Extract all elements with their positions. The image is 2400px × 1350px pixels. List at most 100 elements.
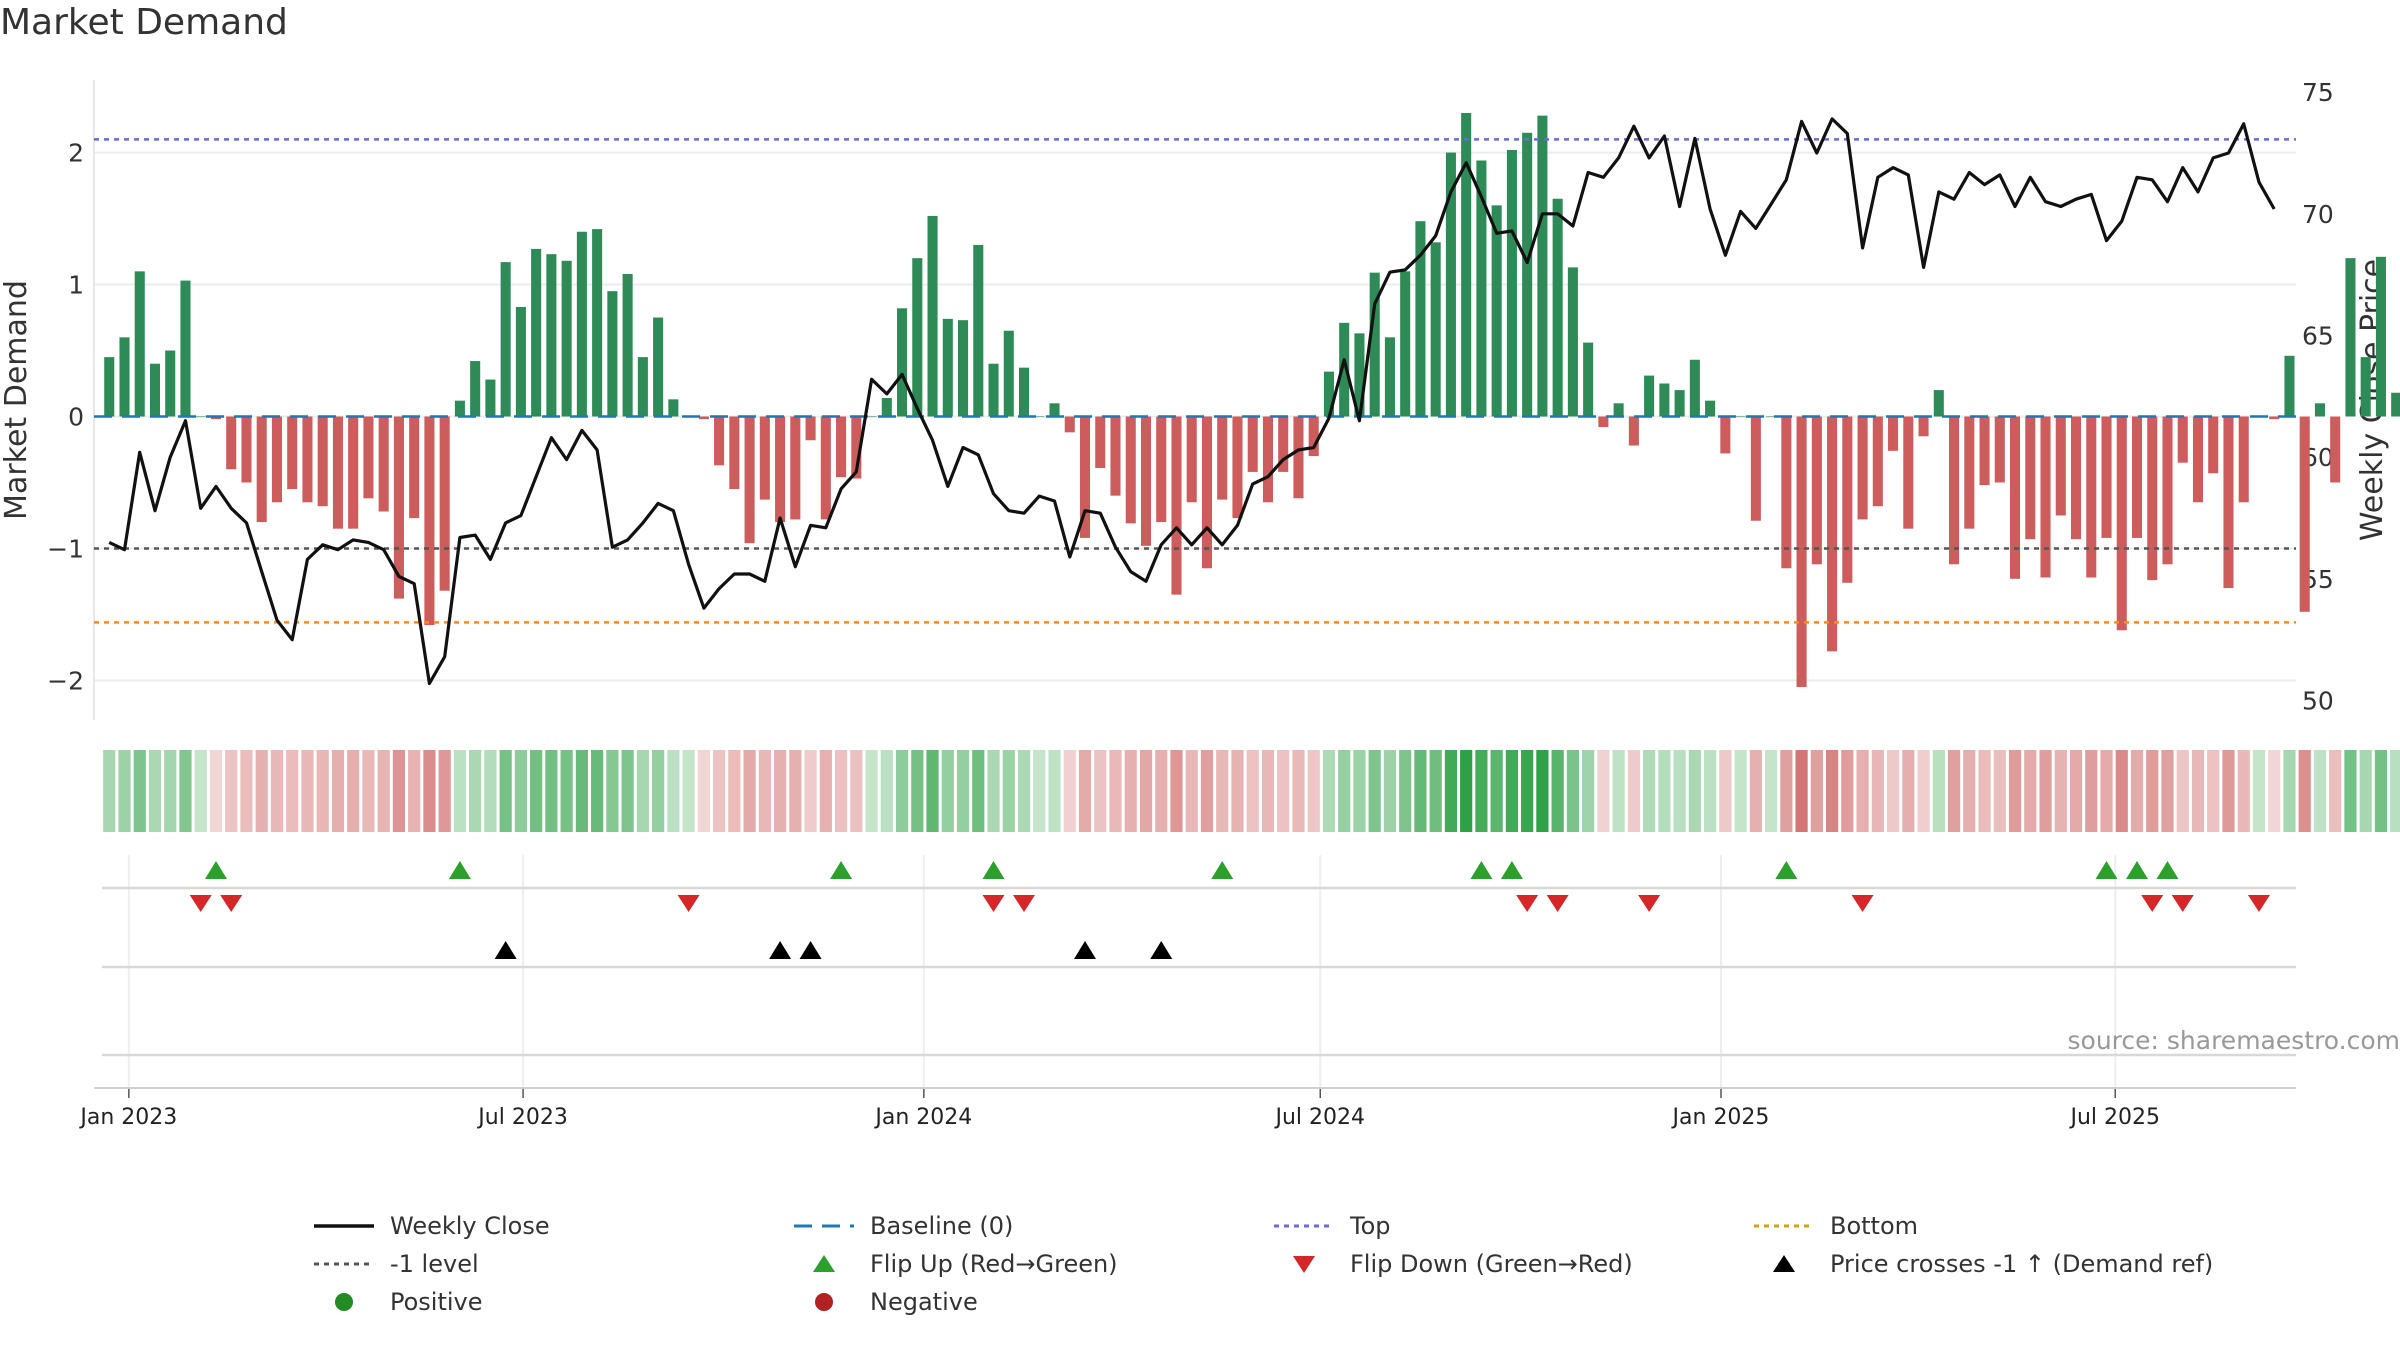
legend-dotted-icon (1754, 1224, 1814, 1228)
heat-cell-negative (1993, 750, 2006, 832)
demand-bar-negative (317, 416, 328, 507)
heat-cell-positive (1551, 750, 1564, 832)
legend-bottom: Bottom (1754, 1212, 1918, 1240)
triangle-up-icon (1773, 1255, 1795, 1272)
y-tick-label: −2 (47, 666, 84, 695)
legend-negative: Negative (794, 1288, 978, 1316)
legend-dotted-icon (314, 1262, 374, 1266)
heat-cell-negative (1307, 750, 1320, 832)
heat-cell-negative (789, 750, 802, 832)
heat-cell-positive (1932, 750, 1945, 832)
demand-bar-positive (134, 271, 145, 417)
x-tick-label: Jul 2025 (2068, 1105, 2160, 1130)
heat-cell-negative (1094, 750, 1107, 832)
demand-bar-negative (2131, 416, 2143, 538)
heat-cell-positive (1338, 750, 1351, 832)
demand-bar-negative (226, 416, 237, 470)
demand-bar-positive (119, 337, 130, 417)
demand-bar-negative (714, 416, 725, 466)
demand-bar-negative (378, 416, 389, 512)
heat-cell-negative (423, 750, 436, 832)
demand-bar-positive (622, 273, 633, 417)
heat-cell-negative (255, 750, 268, 832)
legend-baseline-label: Baseline (0) (870, 1212, 1014, 1240)
demand-bar-positive (500, 262, 511, 417)
flip-up-marker (2095, 861, 2118, 879)
demand-bar-negative (271, 416, 282, 503)
demand-bar-negative (2192, 416, 2204, 503)
demand-bar-positive (1461, 112, 1472, 417)
heat-cell-negative (240, 750, 253, 832)
demand-bar-negative (2330, 416, 2341, 483)
legend-price-cross: Price crosses -1 ↑ (Demand ref) (1754, 1250, 2213, 1278)
heat-cell-negative (1109, 750, 1122, 832)
demand-bar-positive (1583, 342, 1594, 417)
price-cross-marker (799, 941, 822, 959)
demand-bar-positive (2360, 357, 2371, 417)
demand-bar-negative (775, 416, 786, 523)
heat-cell-positive (118, 750, 131, 832)
flip-down-marker (1013, 895, 1036, 912)
x-tick-label: Jan 2024 (873, 1105, 972, 1130)
demand-bar-positive (866, 416, 877, 418)
demand-bar-positive (195, 416, 206, 418)
heat-cell-negative (270, 750, 284, 832)
demand-bar-negative (1232, 416, 1243, 519)
heat-cell-negative (1597, 750, 1610, 832)
y-axis-title: Market Demand (0, 280, 34, 520)
flip-down-marker (1546, 895, 1569, 912)
demand-bar-negative (1720, 416, 1731, 454)
heat-cell-positive (1658, 750, 1671, 832)
heat-cell-positive (1643, 750, 1656, 832)
demand-bar-negative (363, 416, 374, 499)
demand-bar-positive (1018, 367, 1030, 417)
demand-bar-negative (1079, 416, 1091, 538)
demand-bar-negative (1781, 416, 1792, 569)
heat-cell-negative (2191, 750, 2205, 832)
heat-cell-positive (987, 750, 1000, 832)
legend-line-icon (314, 1224, 374, 1228)
heat-cell-positive (545, 750, 558, 832)
demand-bar-negative (1903, 416, 1914, 529)
x-tick-label: Jan 2023 (78, 1105, 177, 1130)
demand-bar-negative (256, 416, 267, 523)
demand-bar-negative (1156, 416, 1167, 523)
demand-bar-negative (1171, 416, 1182, 595)
demand-bar-positive (104, 357, 115, 417)
heat-cell-positive (865, 750, 878, 832)
demand-bar-positive (1384, 337, 1395, 417)
heat-cell-negative (1078, 750, 1092, 832)
heat-cell-positive (956, 750, 970, 832)
heat-cell-positive (2252, 750, 2266, 832)
legend-top-label: Top (1350, 1212, 1391, 1240)
heat-cell-negative (1856, 750, 1869, 832)
demand-bar-negative (2070, 416, 2082, 540)
demand-bar-positive (1567, 267, 1578, 417)
heat-cell-positive (1368, 750, 1381, 832)
demand-bar-negative (2269, 416, 2280, 420)
heat-cell-negative (2176, 750, 2189, 832)
heat-cell-negative (2100, 750, 2113, 832)
heat-cell-negative (1277, 750, 1290, 832)
demand-bar-positive (1445, 152, 1456, 417)
heat-cell-positive (1536, 750, 1549, 832)
heat-cell-negative (1780, 750, 1793, 832)
y2-tick-label: 70 (2302, 200, 2334, 229)
price-cross-marker (494, 941, 517, 959)
heat-cell-positive (164, 750, 177, 832)
demand-bar-negative (1278, 416, 1289, 472)
heat-cell-positive (103, 750, 116, 832)
heat-cell-positive (1688, 750, 1701, 832)
heat-cell-negative (1185, 750, 1198, 832)
heat-cell-positive (484, 750, 497, 832)
heat-cell-negative (316, 750, 329, 832)
demand-bar-positive (912, 258, 923, 417)
demand-bar-negative (1308, 416, 1319, 457)
heat-cell-positive (1582, 750, 1595, 832)
demand-bar-negative (1217, 416, 1228, 500)
heat-cell-positive (148, 750, 162, 832)
demand-bar-negative (1842, 416, 1853, 583)
flip-down-marker (1851, 895, 1874, 912)
demand-bar-positive (2375, 256, 2386, 417)
demand-bar-negative (698, 416, 709, 420)
